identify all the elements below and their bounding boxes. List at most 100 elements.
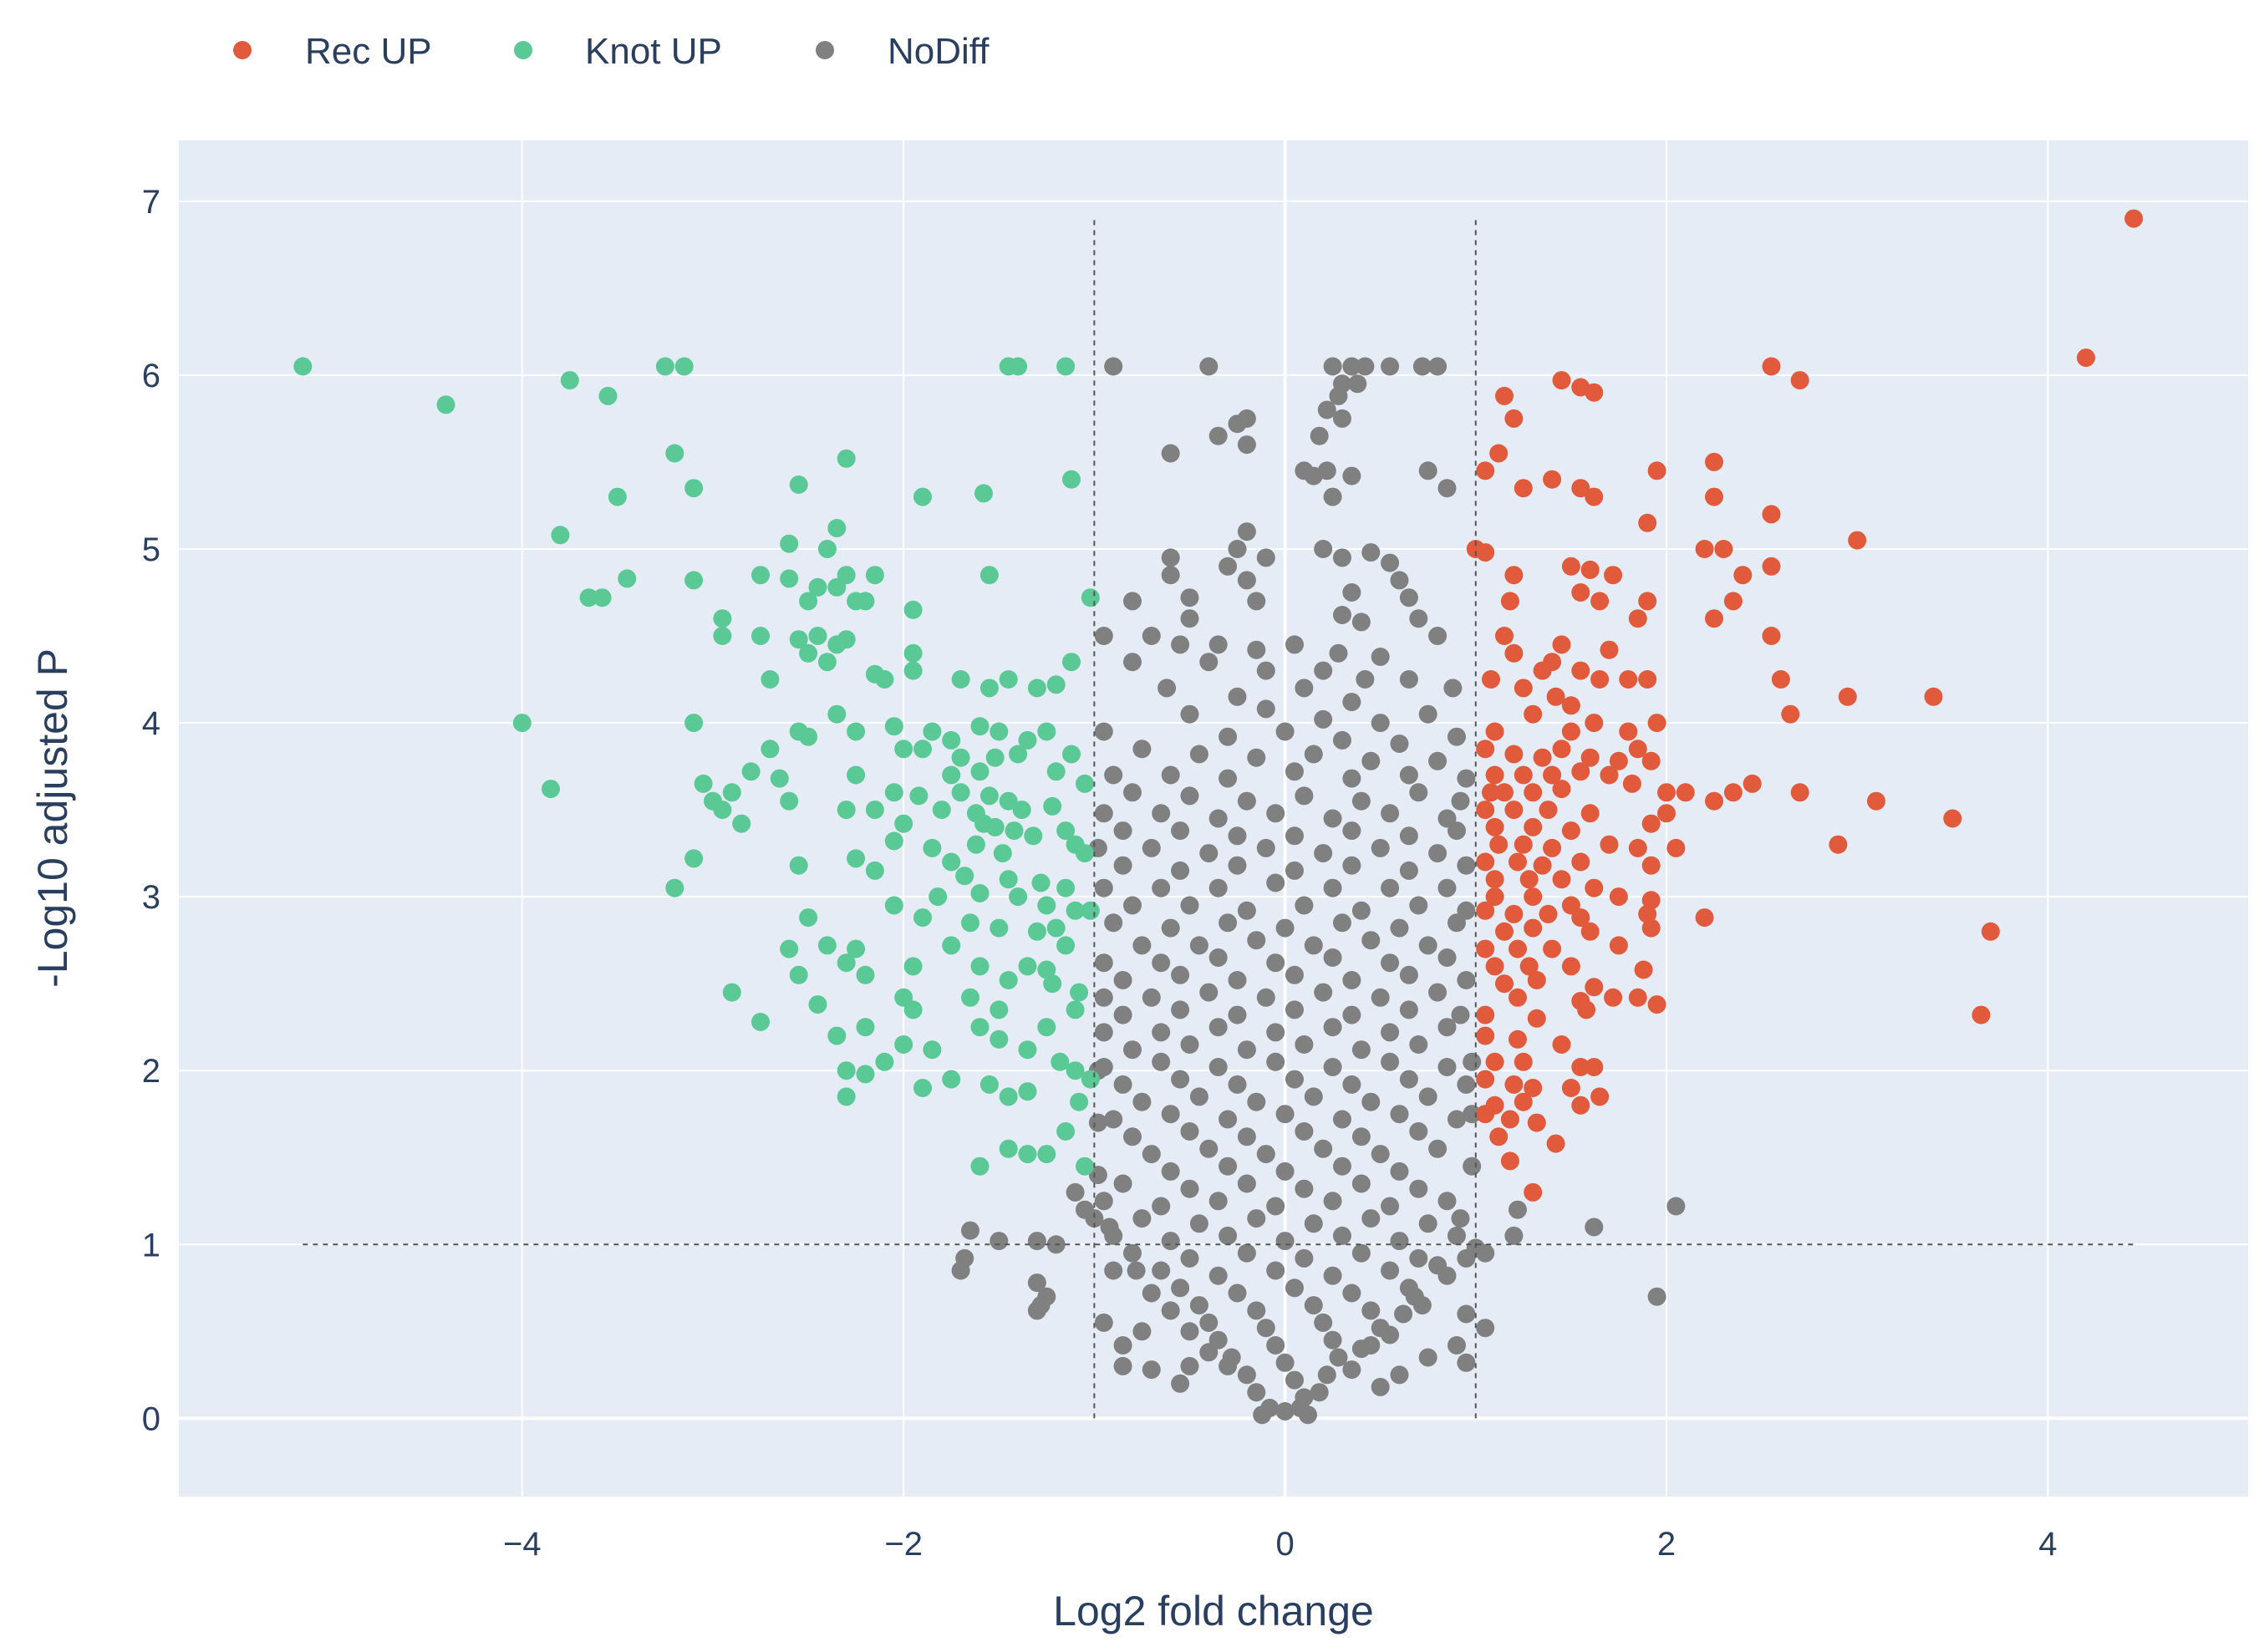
point-nodiff [1390, 1105, 1409, 1124]
point-rec-up [1641, 891, 1661, 910]
point-nodiff [1208, 1058, 1228, 1076]
point-knot-up [761, 670, 780, 689]
point-nodiff [1237, 522, 1256, 541]
point-rec-up [1723, 783, 1743, 802]
point-nodiff [1247, 1301, 1266, 1320]
point-rec-up [1580, 560, 1600, 579]
point-nodiff [1295, 896, 1314, 915]
point-nodiff [1428, 751, 1447, 770]
point-rec-up [1571, 852, 1590, 872]
point-nodiff [1123, 653, 1142, 672]
point-nodiff [1314, 1313, 1333, 1332]
point-rec-up [1546, 1134, 1565, 1153]
point-nodiff [1333, 548, 1351, 567]
point-knot-up [741, 762, 761, 781]
point-knot-up [913, 487, 932, 506]
point-nodiff [1275, 918, 1295, 938]
point-rec-up [1508, 939, 1527, 958]
point-nodiff [1247, 1092, 1266, 1111]
point-nodiff [1208, 1018, 1228, 1037]
point-rec-up [1657, 804, 1676, 823]
point-knot-up [1081, 588, 1100, 607]
point-rec-up [1641, 814, 1661, 833]
point-knot-up [990, 722, 1009, 741]
point-nodiff [1180, 1035, 1199, 1054]
point-nodiff [1123, 783, 1142, 802]
point-rec-up [1647, 995, 1666, 1014]
point-nodiff [1199, 357, 1218, 376]
point-nodiff [1437, 948, 1457, 967]
point-nodiff [1285, 1370, 1304, 1390]
point-knot-up [684, 571, 704, 590]
point-nodiff [1275, 1232, 1295, 1251]
point-nodiff [1161, 1105, 1180, 1124]
point-nodiff [1256, 548, 1275, 567]
point-nodiff [1256, 838, 1275, 857]
point-nodiff [1152, 1261, 1171, 1280]
point-nodiff [1399, 765, 1418, 785]
point-nodiff [1342, 1283, 1361, 1303]
point-knot-up [884, 783, 903, 802]
point-nodiff [1317, 400, 1336, 419]
point-rec-up [1527, 1009, 1546, 1028]
point-nodiff [1314, 709, 1333, 729]
point-rec-up [1495, 974, 1514, 994]
point-knot-up [1066, 901, 1085, 920]
point-nodiff [1228, 971, 1247, 989]
point-rec-up [1705, 609, 1723, 628]
point-rec-up [1476, 939, 1495, 958]
point-knot-up [909, 786, 928, 806]
point-nodiff [1094, 1192, 1113, 1211]
point-knot-up [923, 838, 942, 857]
point-nodiff [1142, 1145, 1161, 1164]
point-nodiff [1237, 571, 1256, 590]
point-nodiff [1237, 901, 1256, 920]
point-rec-up [1781, 704, 1800, 724]
point-nodiff [1333, 409, 1351, 428]
point-nodiff [1104, 357, 1123, 376]
point-rec-up [1476, 461, 1495, 480]
point-rec-up [1838, 687, 1857, 706]
point-knot-up [1018, 957, 1037, 976]
point-knot-up [1037, 960, 1056, 979]
y-tick-label: 3 [142, 879, 160, 916]
point-nodiff [1208, 948, 1228, 967]
point-rec-up [1705, 487, 1723, 506]
point-knot-up [979, 1075, 999, 1094]
point-nodiff [1310, 426, 1329, 445]
point-rec-up [1504, 745, 1524, 764]
point-knot-up [847, 939, 866, 958]
point-nodiff [1323, 878, 1342, 897]
point-nodiff [1508, 1200, 1527, 1219]
point-nodiff [1266, 1197, 1285, 1216]
point-nodiff [1351, 791, 1371, 811]
point-knot-up [799, 727, 818, 746]
point-knot-up [684, 714, 704, 733]
point-rec-up [1533, 661, 1552, 680]
point-knot-up [761, 740, 780, 759]
y-tick-label: 4 [142, 705, 160, 742]
point-rec-up [1524, 704, 1543, 724]
point-knot-up [598, 386, 618, 405]
point-nodiff [1189, 1214, 1208, 1233]
point-nodiff [1199, 1343, 1218, 1362]
point-rec-up [1485, 817, 1504, 836]
point-knot-up [789, 856, 808, 875]
point-knot-up [985, 748, 1005, 767]
point-knot-up [942, 1070, 961, 1089]
point-nodiff [1451, 791, 1470, 811]
point-knot-up [1037, 1018, 1056, 1037]
point-nodiff [1088, 1166, 1107, 1185]
point-nodiff [1314, 661, 1333, 680]
point-nodiff [1428, 357, 1447, 376]
point-nodiff [1304, 1214, 1323, 1233]
point-rec-up [1476, 1005, 1495, 1024]
point-nodiff [1237, 1174, 1256, 1193]
point-nodiff [1247, 1383, 1266, 1402]
y-tick-label: 1 [142, 1227, 160, 1263]
point-nodiff [1104, 1110, 1123, 1129]
point-rec-up [1500, 592, 1519, 611]
point-nodiff [1399, 826, 1418, 846]
point-nodiff [1457, 1353, 1476, 1372]
point-rec-up [1485, 887, 1504, 907]
